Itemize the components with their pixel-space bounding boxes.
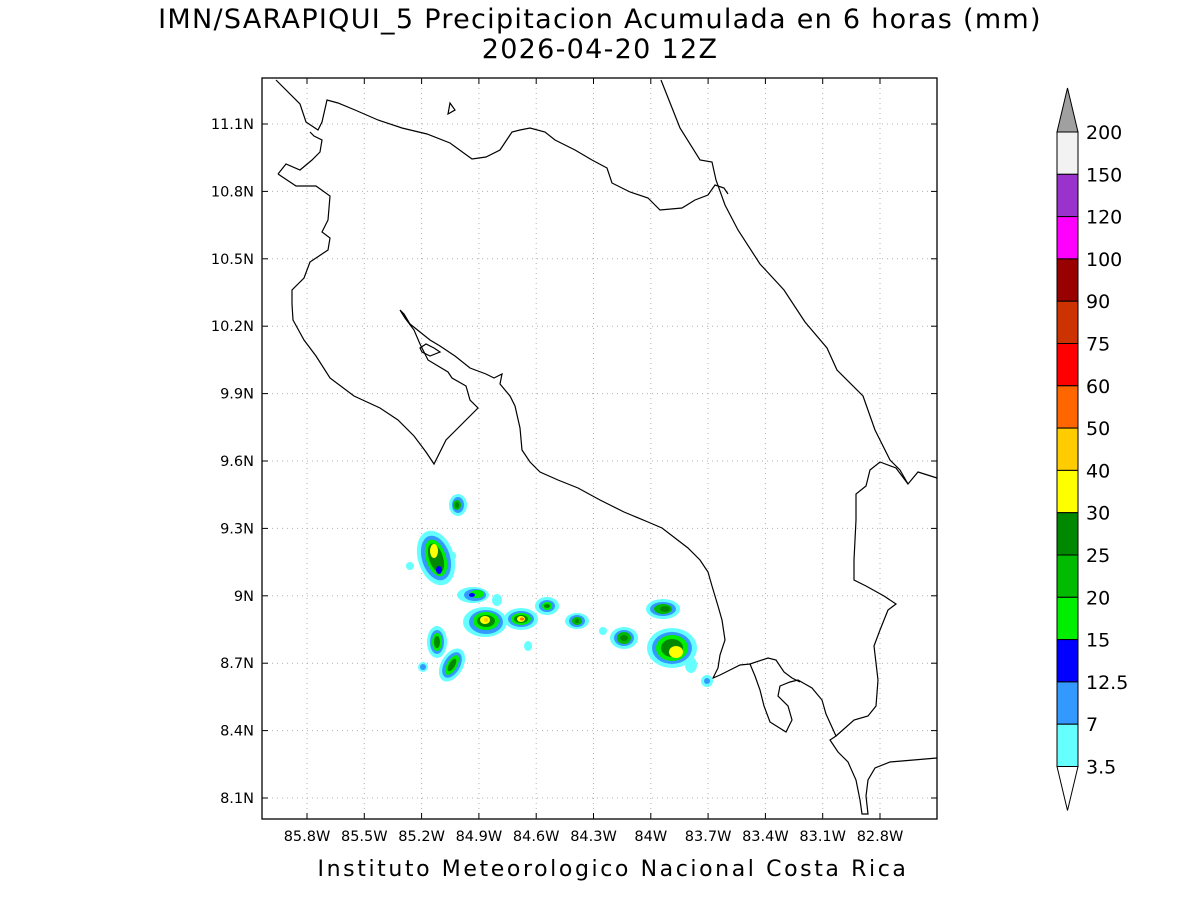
colorbar-label: 75 <box>1086 334 1110 356</box>
colorbar-swatch <box>1056 216 1079 260</box>
rain-cell <box>565 613 607 635</box>
graticule-grid <box>262 78 937 819</box>
rain-cell <box>647 628 713 687</box>
colorbar-label: 3.5 <box>1086 757 1116 779</box>
colorbar-swatch <box>1056 512 1079 556</box>
colorbar-swatch <box>1056 469 1079 514</box>
lon-tick-label: 83.4W <box>742 829 789 845</box>
colorbar: 200 150 120 100 90 75 60 50 40 30 25 20 15 12.5 7 3.5 <box>1056 87 1128 811</box>
lon-tick-label: 84.3W <box>570 829 617 845</box>
rain-cell <box>646 599 680 619</box>
lat-tick-label: 9N <box>234 589 254 605</box>
colorbar-label: 100 <box>1086 249 1122 271</box>
lon-tick-label: 82.8W <box>857 829 904 845</box>
rain-cell <box>610 627 638 649</box>
rain-cell <box>438 648 466 682</box>
rain-cell <box>504 608 538 651</box>
coastline <box>275 79 938 815</box>
colorbar-swatch <box>1056 173 1079 218</box>
rain-cell <box>457 587 502 606</box>
colorbar-swatch <box>1056 300 1079 345</box>
colorbar-label: 25 <box>1086 545 1110 567</box>
colorbar-over-triangle <box>1056 87 1079 133</box>
colorbar-swatch <box>1056 681 1079 725</box>
colorbar-swatch <box>1056 258 1079 302</box>
lat-tick-label: 9.9N <box>220 387 254 403</box>
precipitation-field <box>406 494 713 687</box>
colorbar-label: 50 <box>1086 418 1110 440</box>
colorbar-label: 15 <box>1086 630 1110 652</box>
map-frame <box>261 77 938 820</box>
colorbar-label: 150 <box>1086 164 1122 186</box>
lon-tick-label: 83.1W <box>799 829 846 845</box>
colorbar-swatch <box>1056 723 1079 768</box>
lat-tick-label: 10.8N <box>211 184 254 200</box>
rain-cell <box>449 494 467 516</box>
colorbar-label: 200 <box>1086 122 1122 144</box>
colorbar-swatch <box>1056 596 1079 641</box>
colorbar-label: 7 <box>1086 714 1098 736</box>
colorbar-under-triangle <box>1056 766 1079 811</box>
lon-tick-label: 85.5W <box>341 829 388 845</box>
rain-cell <box>406 530 456 586</box>
colorbar-label: 12.5 <box>1086 672 1128 694</box>
colorbar-label: 90 <box>1086 291 1110 313</box>
colorbar-swatch <box>1056 427 1079 471</box>
lat-tick-label: 9.3N <box>220 521 254 537</box>
lat-tick-label: 8.4N <box>220 724 254 740</box>
lon-tick-label: 84W <box>634 829 667 845</box>
colorbar-label: 20 <box>1086 587 1110 609</box>
lon-tick-label: 83.7W <box>685 829 732 845</box>
rain-cell <box>418 626 447 672</box>
lat-tick-label: 9.6N <box>220 454 254 470</box>
lat-tick-label: 10.2N <box>211 319 254 335</box>
colorbar-swatch <box>1056 554 1079 598</box>
rain-cell <box>535 597 559 615</box>
colorbar-label: 120 <box>1086 207 1122 229</box>
colorbar-label: 60 <box>1086 376 1110 398</box>
lon-tick-label: 85.2W <box>398 829 445 845</box>
lon-tick-label: 85.8W <box>284 829 331 845</box>
axes: 85.8W 85.5W 85.2W 84.9W 84.6W 84.3W 84W 83.7W 83… <box>211 78 937 845</box>
lat-tick-label: 11.1N <box>211 117 254 133</box>
map-title: IMN/SARAPIQUI_5 Precipitacion Acumulada … <box>158 4 1042 35</box>
colorbar-swatch <box>1056 385 1079 429</box>
colorbar-swatch <box>1056 131 1079 175</box>
colorbar-swatch <box>1056 639 1079 683</box>
colorbar-label: 30 <box>1086 503 1110 525</box>
lon-tick-label: 84.9W <box>456 829 503 845</box>
map-date: 2026-04-20 12Z <box>481 34 719 65</box>
lon-tick-label: 84.6W <box>513 829 560 845</box>
footer-credit: Instituto Meteorologico Nacional Costa R… <box>317 857 909 882</box>
lat-tick-label: 8.1N <box>220 791 254 807</box>
colorbar-label: 40 <box>1086 460 1110 482</box>
colorbar-swatch <box>1056 343 1079 387</box>
lat-tick-label: 10.5N <box>211 252 254 268</box>
rain-cell <box>463 607 507 637</box>
lat-tick-label: 8.7N <box>220 656 254 672</box>
